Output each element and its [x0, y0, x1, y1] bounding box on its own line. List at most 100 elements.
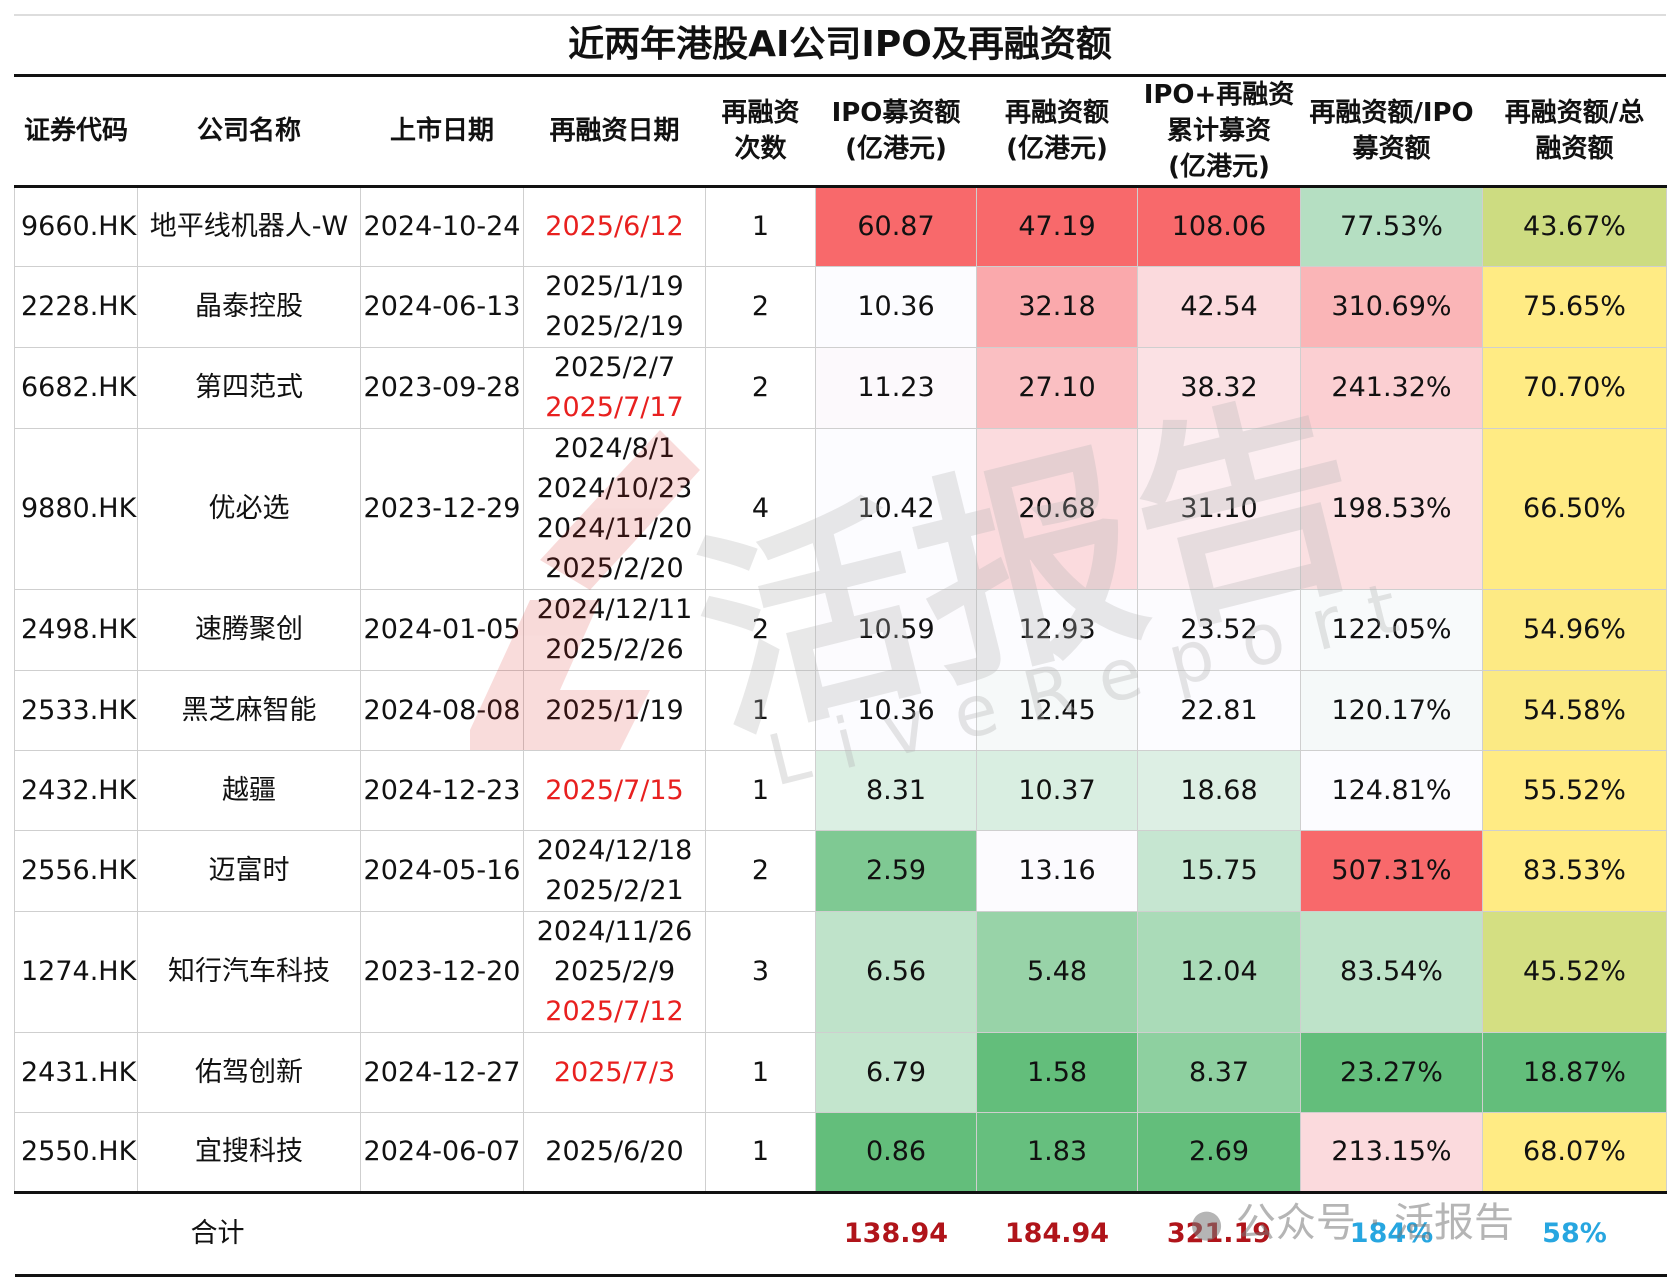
header-line: (亿港元) [1168, 152, 1270, 182]
refinancing-date: 2025/6/12 [545, 211, 684, 242]
header-cum: IPO+再融资 累计募资 (亿港元) [1137, 77, 1301, 188]
cell-cum: 42.54 [1137, 266, 1301, 348]
cell-refin: 47.19 [976, 186, 1138, 267]
report-frame: 近两年港股AI公司IPO及再融资额 证券代码 公司名称 上市日期 再融资日期 再融资 次数… [14, 14, 1667, 1277]
cell-refin: 12.93 [976, 589, 1138, 671]
cell-r2: 83.53% [1482, 830, 1667, 912]
cell-ipo: 10.36 [815, 670, 977, 751]
cell-listing: 2024-08-08 [360, 670, 524, 751]
header-line: (亿港元) [845, 134, 947, 164]
cell-r2: 68.07% [1482, 1112, 1667, 1193]
cell-code: 9660.HK [14, 186, 138, 267]
refinancing-date: 2024/10/23 [536, 473, 693, 504]
cell-code: 2533.HK [14, 670, 138, 751]
cell-dates: 2025/7/3 [523, 1032, 706, 1113]
refinancing-date: 2024/12/18 [536, 835, 693, 866]
refinancing-date: 2024/12/11 [536, 594, 693, 625]
cell-name: 知行汽车科技 [137, 911, 361, 1033]
cell-ipo: 6.56 [815, 911, 977, 1033]
cell-r1: 83.54% [1300, 911, 1483, 1033]
header-line: 累计募资 [1166, 116, 1271, 146]
header-code: 证券代码 [14, 77, 138, 188]
cell-cum: 23.52 [1137, 589, 1301, 671]
cell-times: 2 [705, 347, 816, 429]
cell-ipo: 10.42 [815, 428, 977, 590]
cell-cum: 108.06 [1137, 186, 1301, 267]
cell-times: 2 [705, 266, 816, 348]
cell-r2: 66.50% [1482, 428, 1667, 590]
cell-r1: 122.05% [1300, 589, 1483, 671]
total-r1: 184% [1300, 1191, 1483, 1277]
refinancing-date: 2025/2/26 [545, 634, 684, 665]
cell-name: 越疆 [137, 750, 361, 831]
refinancing-date: 2025/1/19 [545, 271, 684, 302]
cell-listing: 2024-06-13 [360, 266, 524, 348]
header-line: 再融资额/总 [1504, 98, 1645, 128]
table-row: 9660.HK 地平线机器人-W 2024-10-24 2025/6/12 1 60.87… [14, 186, 1667, 267]
cell-times: 3 [705, 911, 816, 1033]
cell-r1: 23.27% [1300, 1032, 1483, 1113]
cell-cum: 31.10 [1137, 428, 1301, 590]
cell-r1: 241.32% [1300, 347, 1483, 429]
cell-dates: 2024/12/11 2025/2/26 [523, 589, 706, 671]
refinancing-date: 2025/7/12 [545, 996, 684, 1027]
cell-code: 2228.HK [14, 266, 138, 348]
cell-name: 速腾聚创 [137, 589, 361, 671]
refinancing-date: 2025/2/20 [545, 553, 684, 584]
cell-r2: 70.70% [1482, 347, 1667, 429]
cell-listing: 2024-05-16 [360, 830, 524, 912]
cell-r1: 310.69% [1300, 266, 1483, 348]
refinancing-date: 2024/11/20 [536, 513, 693, 544]
cell-listing: 2024-01-05 [360, 589, 524, 671]
table-row: 2432.HK 越疆 2024-12-23 2025/7/15 1 8.31 10.37 18… [14, 750, 1667, 831]
header-line: 募资额 [1352, 134, 1431, 164]
cell-r1: 213.15% [1300, 1112, 1483, 1193]
cell-code: 2431.HK [14, 1032, 138, 1113]
cell-dates: 2025/6/12 [523, 186, 706, 267]
header-line: 次数 [734, 134, 787, 164]
refinancing-date: 2024/11/26 [536, 916, 693, 947]
cell-name: 地平线机器人-W [137, 186, 361, 267]
cell-r2: 54.96% [1482, 589, 1667, 671]
cell-dates: 2024/11/26 2025/2/9 2025/7/12 [523, 911, 706, 1033]
total-empty [705, 1191, 816, 1277]
cell-r1: 77.53% [1300, 186, 1483, 267]
cell-cum: 12.04 [1137, 911, 1301, 1033]
cell-r2: 45.52% [1482, 911, 1667, 1033]
refinancing-date: 2025/2/21 [545, 875, 684, 906]
refinancing-date: 2025/6/20 [545, 1136, 684, 1167]
cell-cum: 22.81 [1137, 670, 1301, 751]
table-row: 2431.HK 佑驾创新 2024-12-27 2025/7/3 1 6.79 1.58 8.… [14, 1032, 1667, 1113]
header-line: 再融资日期 [549, 116, 680, 146]
total-ipo: 138.94 [815, 1191, 977, 1277]
total-empty [523, 1191, 706, 1277]
cell-times: 1 [705, 670, 816, 751]
header-r1: 再融资额/IPO 募资额 [1300, 77, 1483, 188]
header-line: (亿港元) [1006, 134, 1108, 164]
header-name: 公司名称 [137, 77, 361, 188]
table-row: 1274.HK 知行汽车科技 2023-12-20 2024/11/26 2025/2/… [14, 911, 1667, 1033]
cell-refin: 5.48 [976, 911, 1138, 1033]
refinancing-date: 2025/7/17 [545, 392, 684, 423]
table-row: 2556.HK 迈富时 2024-05-16 2024/12/18 2025/2/21 2… [14, 830, 1667, 912]
cell-ipo: 6.79 [815, 1032, 977, 1113]
cell-code: 2498.HK [14, 589, 138, 671]
cell-dates: 2024/8/1 2024/10/23 2024/11/20 2025/2/20 [523, 428, 706, 590]
cell-times: 1 [705, 1032, 816, 1113]
refinancing-date: 2025/2/9 [553, 956, 676, 987]
cell-refin: 1.83 [976, 1112, 1138, 1193]
cell-refin: 10.37 [976, 750, 1138, 831]
cell-refin: 1.58 [976, 1032, 1138, 1113]
cell-times: 1 [705, 1112, 816, 1193]
cell-name: 迈富时 [137, 830, 361, 912]
table-row: 9880.HK 优必选 2023-12-29 2024/8/1 2024/10/23 20… [14, 428, 1667, 590]
header-refin: 再融资额 (亿港元) [976, 77, 1138, 188]
cell-r2: 54.58% [1482, 670, 1667, 751]
cell-name: 宜搜科技 [137, 1112, 361, 1193]
refinancing-date: 2025/7/15 [545, 774, 684, 806]
total-r2: 58% [1482, 1191, 1667, 1277]
refinancing-date: 2024/8/1 [553, 433, 676, 464]
cell-listing: 2023-09-28 [360, 347, 524, 429]
refinancing-date: 2025/1/19 [545, 694, 684, 726]
cell-ipo: 11.23 [815, 347, 977, 429]
